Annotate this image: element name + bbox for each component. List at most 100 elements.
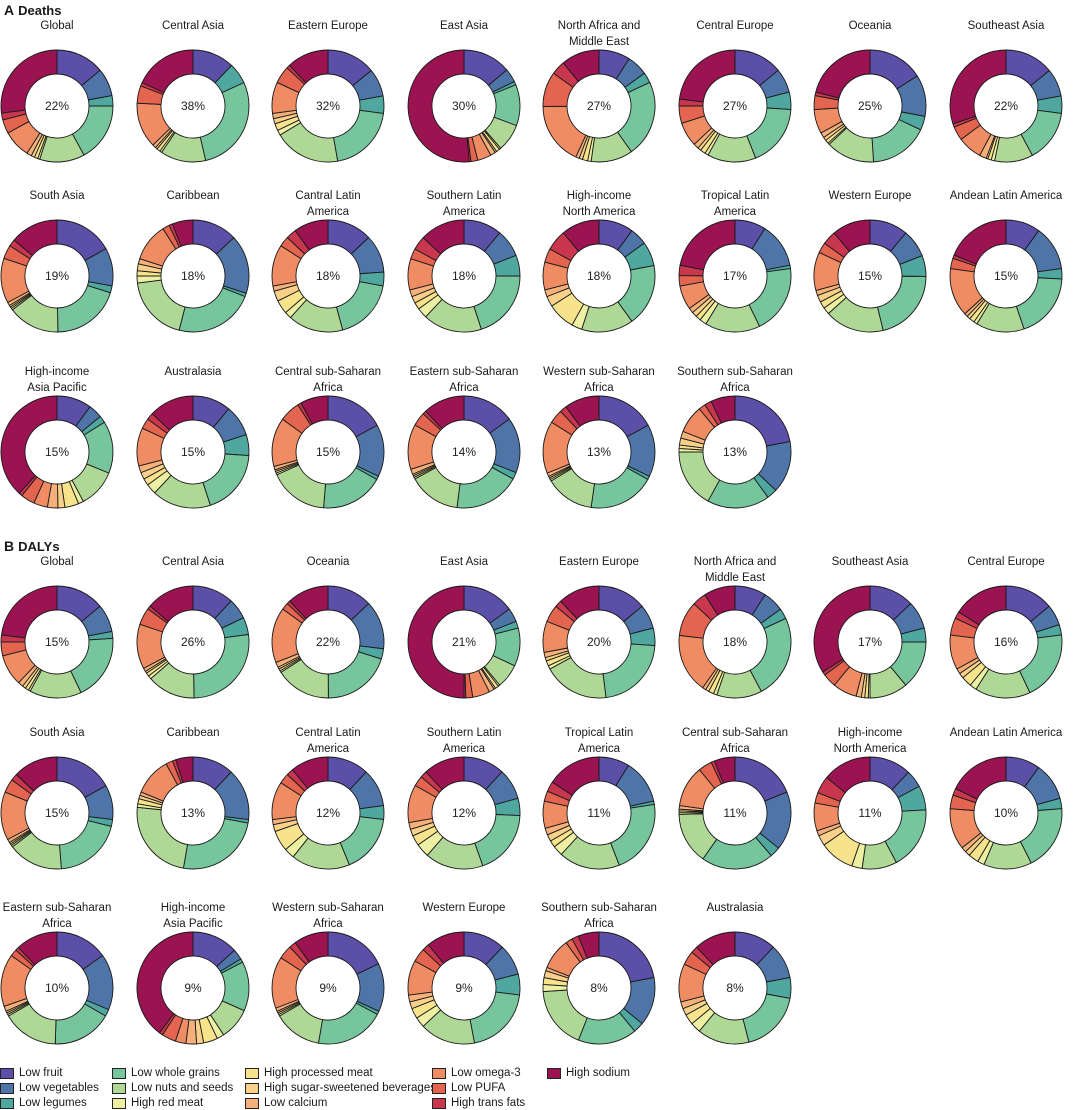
donut-center-percent: 8% <box>726 981 744 995</box>
chart-region-title: East Asia <box>440 20 488 32</box>
donut-center-percent: 13% <box>723 445 747 459</box>
legend-label: High red meat <box>131 1097 204 1109</box>
donut-segment-high-sodium <box>149 585 194 622</box>
chart-region-title: Eastern Europe <box>288 20 368 32</box>
legend-label: Low PUFA <box>451 1082 506 1094</box>
donut-chart: High-income Asia Pacific 15% <box>0 364 117 524</box>
donut-center-percent: 18% <box>587 269 611 283</box>
donut-svg: 22% <box>0 49 114 163</box>
donut-svg: 17% <box>678 219 792 333</box>
legend-swatch <box>245 1067 259 1079</box>
donut-chart: Central Europe 27% <box>675 18 795 178</box>
donut-segment-high-sodium <box>704 585 736 616</box>
donut-center-percent: 15% <box>45 445 69 459</box>
donut-svg: 18% <box>271 219 385 333</box>
chart-region-title: High-income North America <box>562 190 636 218</box>
donut-segment-high-sodium <box>577 931 600 959</box>
donut-svg: 13% <box>678 395 792 509</box>
donut-svg: 15% <box>813 219 927 333</box>
donut-center-percent: 9% <box>455 981 473 995</box>
donut-segment-low-whole-grains <box>327 651 382 699</box>
donut-center-percent: 9% <box>184 981 202 995</box>
donut-segment-high-sodium <box>562 49 600 82</box>
legend-label: High trans fats <box>451 1097 526 1109</box>
donut-chart: Central Asia 26% <box>133 554 253 714</box>
donut-segment-high-sodium <box>289 585 329 620</box>
chart-region-title: Central Europe <box>967 556 1045 568</box>
donut-svg: 15% <box>136 395 250 509</box>
donut-center-percent: 19% <box>45 269 69 283</box>
donut-segment-high-sodium <box>953 219 1007 265</box>
chart-region-title: Southeast Asia <box>967 20 1045 32</box>
chart-region-title: Central Asia <box>161 556 224 568</box>
donut-segment-low-whole-grains <box>469 991 521 1044</box>
donut-center-percent: 18% <box>316 269 340 283</box>
donut-chart: Global 15% <box>0 554 117 714</box>
chart-region-title: Global <box>40 556 74 568</box>
legend-swatch <box>0 1067 14 1079</box>
chart-region-title: Central Latin America <box>295 727 361 755</box>
donut-segment-high-sodium <box>300 395 329 425</box>
donut-segment-high-sodium <box>678 49 736 103</box>
chart-region-title: North Africa and Middle East <box>693 556 777 584</box>
donut-center-percent: 16% <box>994 635 1018 649</box>
donut-segment-high-sodium <box>407 585 465 699</box>
donut-svg: 18% <box>678 585 792 699</box>
donut-chart: Eastern sub-Saharan Africa 14% <box>404 364 524 524</box>
donut-center-percent: 25% <box>858 99 882 113</box>
donut-svg: 15% <box>271 395 385 509</box>
chart-region-title: Oceania <box>848 20 892 32</box>
donut-segment-high-sodium <box>714 756 736 784</box>
donut-segment-high-sodium <box>427 931 465 964</box>
donut-chart: High-income North America 11% <box>810 725 930 885</box>
donut-segment-low-whole-grains <box>178 287 246 333</box>
donut-chart: Tropical Latin America 11% <box>539 725 659 885</box>
chart-region-title: Tropical Latin America <box>564 727 634 755</box>
donut-segment-high-sodium <box>136 931 194 1034</box>
donut-center-percent: 13% <box>587 445 611 459</box>
donut-chart: South Asia 15% <box>0 725 117 885</box>
donut-chart: Andean Latin America 10% <box>946 725 1066 885</box>
panel-b-letter: B <box>4 538 15 554</box>
legend-item: Low whole grains <box>112 1066 220 1080</box>
legend-item: Low omega-3 <box>432 1066 521 1080</box>
donut-chart: Southeast Asia 17% <box>810 554 930 714</box>
donut-svg: 27% <box>542 49 656 163</box>
chart-region-title: Western Europe <box>828 190 912 202</box>
donut-svg: 12% <box>407 756 521 870</box>
donut-segment-high-sodium <box>407 49 470 163</box>
donut-segment-low-omega-3 <box>542 105 587 158</box>
legend-item: Low vegetables <box>0 1081 99 1095</box>
donut-svg: 11% <box>542 756 656 870</box>
chart-region-title: Southern sub-Saharan Africa <box>541 902 657 930</box>
legend-item: Low PUFA <box>432 1081 505 1095</box>
donut-center-percent: 11% <box>858 806 881 820</box>
donut-segment-high-sodium <box>0 395 58 494</box>
donut-chart: Central Europe 16% <box>946 554 1066 714</box>
donut-chart: South Asia 19% <box>0 188 117 348</box>
donut-segment-low-whole-grains <box>182 818 249 870</box>
legend-item: High sugar-sweetened beverages <box>245 1081 436 1095</box>
chart-region-title: Central sub-Saharan Africa <box>274 366 382 394</box>
donut-segment-low-whole-grains <box>877 275 927 331</box>
legend-label: Low whole grains <box>131 1067 220 1079</box>
donut-center-percent: 13% <box>181 806 205 820</box>
donut-segment-high-sodium <box>560 585 600 620</box>
donut-svg: 8% <box>542 931 656 1045</box>
donut-chart: Global 22% <box>0 18 117 178</box>
donut-center-percent: 26% <box>181 635 205 649</box>
donut-center-percent: 17% <box>723 269 747 283</box>
chart-region-title: Cantral Latin America <box>295 190 361 218</box>
panel-b-label: B DALYs <box>4 538 60 554</box>
donut-segment-low-whole-grains <box>57 285 111 333</box>
donut-svg: 30% <box>407 49 521 163</box>
donut-chart: Australasia 15% <box>133 364 253 524</box>
donut-segment-low-nuts-and-seeds <box>136 806 188 869</box>
chart-region-title: Tropical Latin America <box>700 190 770 218</box>
donut-chart: Caribbean 18% <box>133 188 253 348</box>
chart-region-title: Andean Latin America <box>949 190 1063 202</box>
donut-segment-low-whole-grains <box>1015 277 1063 330</box>
donut-center-percent: 21% <box>452 635 476 649</box>
donut-segment-high-sodium <box>955 756 1007 800</box>
legend-swatch <box>432 1097 446 1109</box>
